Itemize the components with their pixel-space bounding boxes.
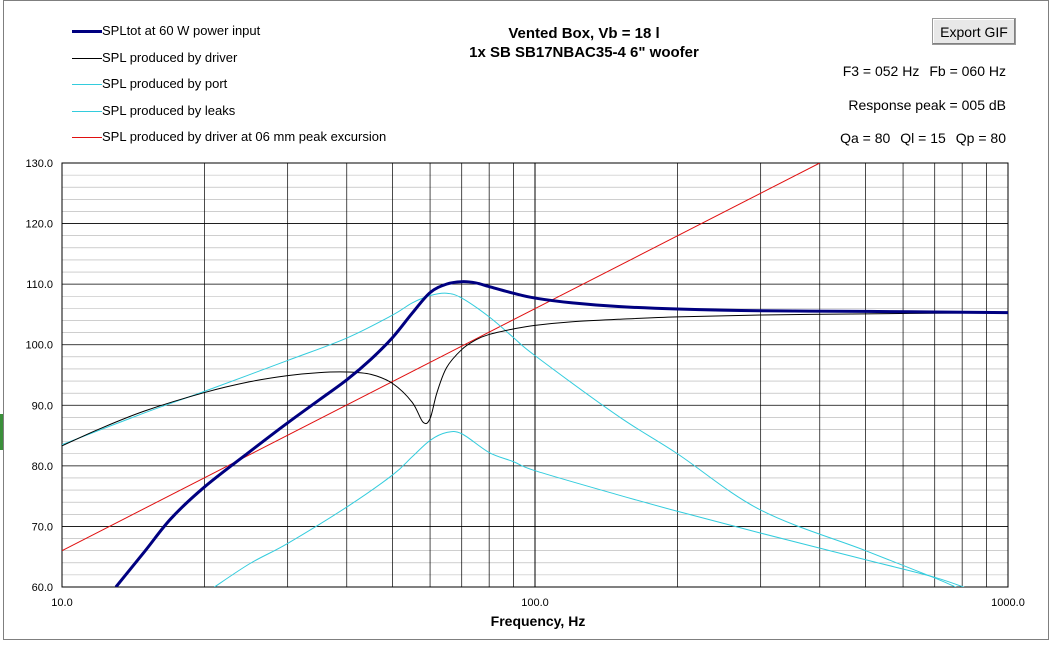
series-line-driver	[62, 312, 1008, 447]
legend-label-excursion: SPL produced by driver at 06 mm peak exc…	[102, 129, 387, 144]
x-tick-label: 1000.0	[991, 597, 1025, 609]
legend-swatch-leaks	[72, 110, 102, 112]
legend-swatch-total	[72, 30, 102, 33]
legend-swatch-port	[72, 84, 102, 85]
y-tick-label: 100.0	[25, 340, 53, 352]
f3-value: F3 = 052 Hz	[842, 63, 920, 79]
sheet-edge-marker	[0, 414, 3, 450]
legend-label-driver: SPL produced by driver	[102, 49, 238, 65]
y-tick-label: 130.0	[25, 158, 53, 170]
y-tick-label: 120.0	[25, 219, 53, 231]
series-line-total	[114, 280, 1008, 587]
grid	[61, 162, 1009, 588]
y-tick-label: 60.0	[32, 582, 53, 594]
q-info: Qa = 80 Ql = 15 Qp = 80	[840, 130, 1006, 146]
y-tick-label: 110.0	[26, 279, 53, 291]
legend-label-port: SPL produced by port	[102, 76, 228, 91]
x-tick-label: 100.0	[521, 597, 549, 609]
fb-value: Fb = 060 Hz	[929, 63, 1006, 79]
export-gif-button[interactable]: Export GIF	[932, 18, 1016, 45]
ql-value: Ql = 15	[900, 130, 946, 146]
series-line-port	[62, 292, 957, 587]
legend-label-leaks: SPL produced by leaks	[102, 102, 236, 118]
series-line-leaks	[214, 430, 965, 587]
legend-swatch-driver	[72, 57, 102, 59]
frequency-info: F3 = 052 Hz Fb = 060 Hz	[843, 63, 1006, 79]
chart-window: SPLtot at 60 W power input SPL produced …	[3, 0, 1049, 640]
response-peak-value: Response peak = 005 dB	[848, 97, 1006, 113]
y-tick-label: 80.0	[32, 461, 53, 473]
legend-label-total: SPLtot at 60 W power input	[102, 23, 261, 38]
x-tick-label: 10.0	[51, 597, 72, 609]
chart-title: Vented Box, Vb = 18 l	[508, 25, 660, 42]
legend-swatch-excursion	[72, 137, 102, 138]
series-line-excursion	[62, 163, 820, 552]
y-tick-label: 70.0	[32, 521, 53, 533]
x-axis-title: Frequency, Hz	[491, 613, 586, 629]
tick-labels: 60.0 70.0 80.0 90.0 100.0 110.0 120.0 130.0 10.0…	[25, 158, 1024, 609]
series-lines	[62, 163, 1008, 587]
qp-value: Qp = 80	[955, 130, 1006, 146]
qa-value: Qa = 80	[840, 130, 891, 146]
chart-subtitle: 1x SB SB17NBAC35-4 6" woofer	[469, 44, 699, 60]
y-tick-label: 90.0	[32, 400, 53, 412]
